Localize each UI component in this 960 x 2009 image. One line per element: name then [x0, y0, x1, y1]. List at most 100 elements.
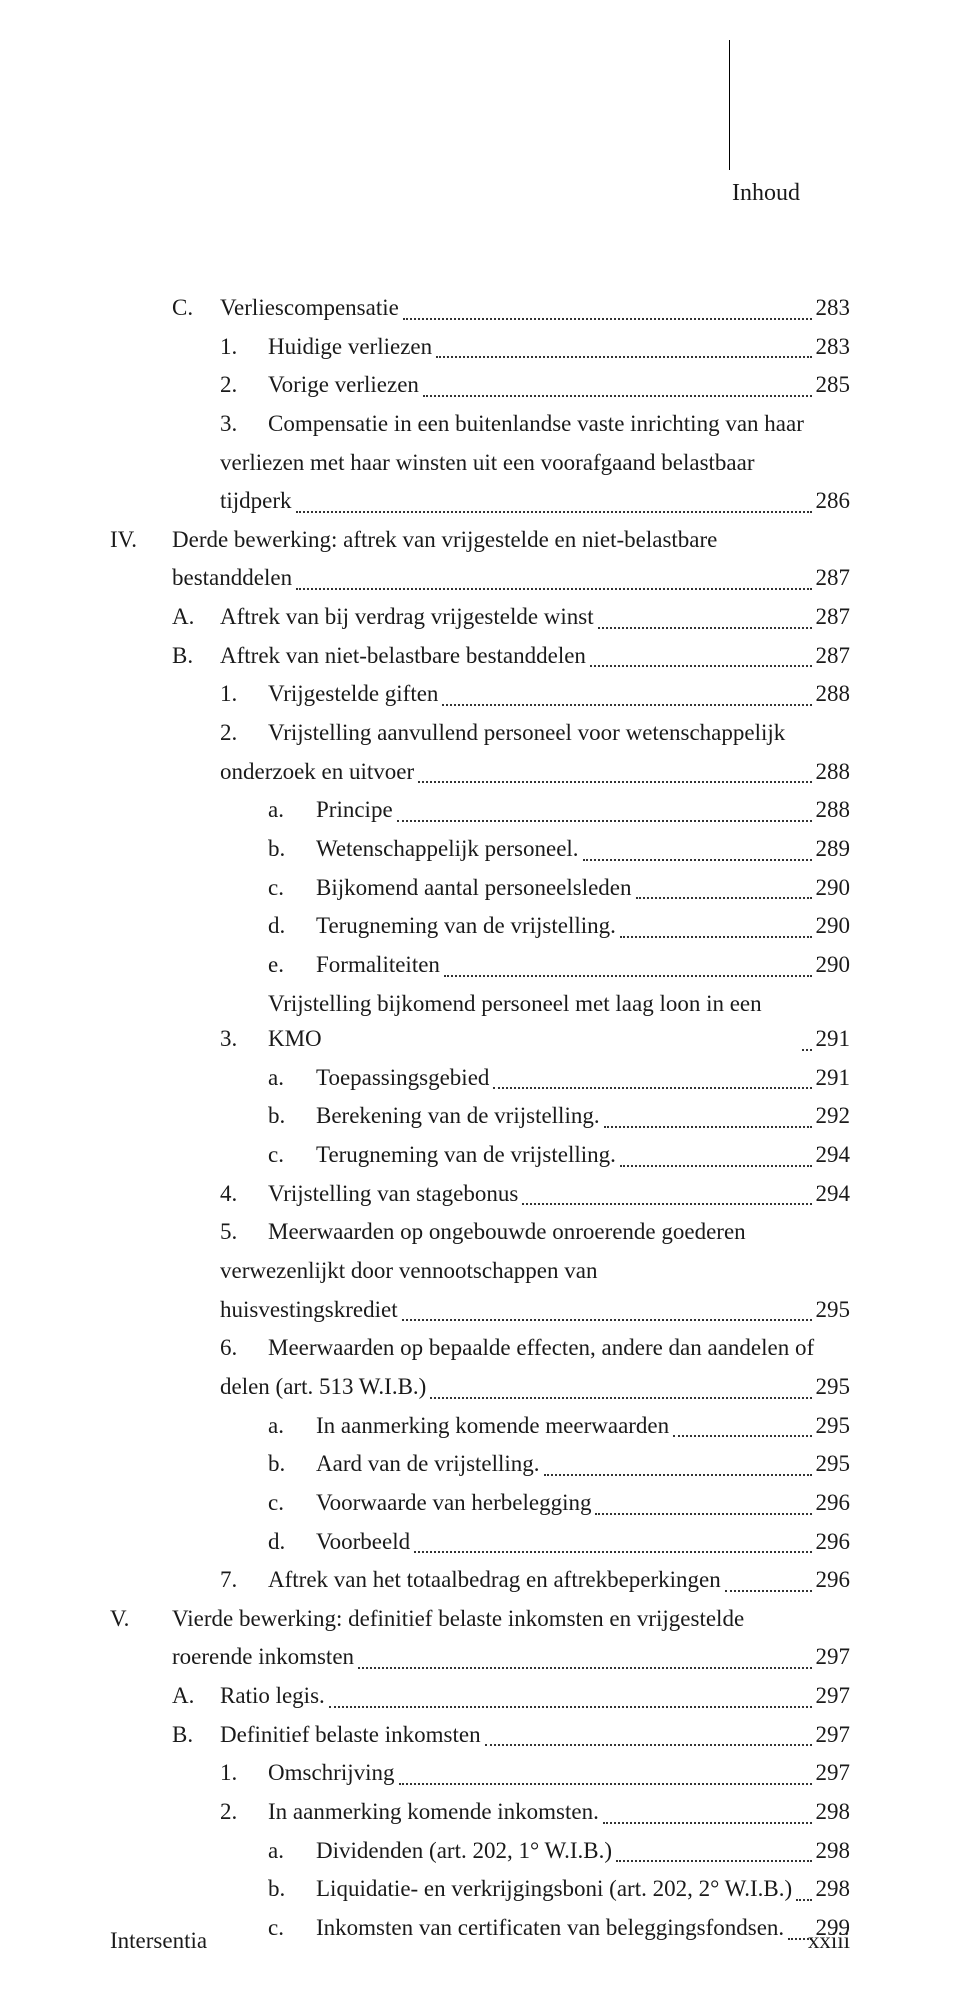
- toc-entry-text: Aftrek van niet-belastbare bestanddelen: [220, 638, 586, 674]
- toc-entry-page: 289: [816, 831, 851, 867]
- toc-entry-label: c.: [268, 870, 316, 906]
- running-head: Inhoud: [732, 180, 800, 207]
- toc-entry-text: Voorwaarde van herbelegging: [316, 1485, 591, 1521]
- toc-leader-dots: [485, 1723, 812, 1746]
- toc-entry: huisvestingskrediet295: [110, 1292, 850, 1328]
- toc-leader-dots: [423, 374, 812, 397]
- toc-entry-text: Toepassingsgebied: [316, 1060, 489, 1096]
- toc-entry: c.Terugneming van de vrijstelling.294: [110, 1137, 850, 1173]
- toc-entry-page: 287: [816, 599, 851, 635]
- toc-entry-text: roerende inkomsten: [172, 1639, 354, 1675]
- toc-entry-page: 290: [816, 870, 851, 906]
- toc-entry-label: A.: [172, 599, 220, 635]
- toc-entry-text: Ratio legis.: [220, 1678, 325, 1714]
- toc-entry: a.Toepassingsgebied291: [110, 1060, 850, 1096]
- toc-entry: b.Aard van de vrijstelling.295: [110, 1446, 850, 1482]
- toc-leader-dots: [802, 1028, 812, 1051]
- toc-entry: a.Dividenden (art. 202, 1° W.I.B.)298: [110, 1833, 850, 1869]
- footer: Intersentia xxiii: [110, 1928, 850, 1954]
- toc-entry-text: Vrijgestelde giften: [268, 676, 438, 712]
- toc-entry-page: 294: [816, 1176, 851, 1212]
- toc-entry-label: 2.: [220, 367, 268, 403]
- toc-entry: C.Verliescompensatie 283: [110, 290, 850, 326]
- toc-leader-dots: [522, 1182, 811, 1205]
- toc-leader-dots: [418, 760, 811, 783]
- toc-entry: verwezenlijkt door vennootschappen van: [110, 1253, 850, 1289]
- toc-leader-dots: [296, 567, 811, 590]
- toc-entry-text: Bijkomend aantal personeelsleden: [316, 870, 632, 906]
- toc-entry: 1.Vrijgestelde giften288: [110, 676, 850, 712]
- toc-entry: b.Liquidatie- en verkrijgingsboni (art. …: [110, 1871, 850, 1907]
- toc-entry-text: Vrijstelling bijkomend personeel met laa…: [268, 986, 798, 1057]
- toc-leader-dots: [403, 297, 812, 320]
- toc-entry-page: 295: [816, 1408, 851, 1444]
- toc-entry-text: Derde bewerking: aftrek van vrijgestelde…: [172, 522, 717, 558]
- toc-leader-dots: [402, 1298, 812, 1321]
- toc-leader-dots: [493, 1066, 811, 1089]
- toc-entry-text: Aard van de vrijstelling.: [316, 1446, 540, 1482]
- toc-entry: A.Ratio legis.297: [110, 1678, 850, 1714]
- toc-entry-label: 2.: [220, 715, 268, 751]
- table-of-contents: C.Verliescompensatie2831.Huidige verliez…: [110, 290, 850, 1946]
- toc-entry: B.Definitief belaste inkomsten297: [110, 1717, 850, 1753]
- toc-entry-text: Verliescompensatie: [220, 290, 399, 326]
- toc-entry-label: b.: [268, 1098, 316, 1134]
- toc-leader-dots: [620, 915, 812, 938]
- toc-entry: b.Wetenschappelijk personeel.289: [110, 831, 850, 867]
- toc-entry: c.Voorwaarde van herbelegging296: [110, 1485, 850, 1521]
- toc-entry-label: 7.: [220, 1562, 268, 1598]
- toc-entry-text: Vrijstelling van stagebonus: [268, 1176, 518, 1212]
- toc-leader-dots: [636, 876, 812, 899]
- toc-entry-page: 296: [816, 1485, 851, 1521]
- toc-leader-dots: [725, 1569, 812, 1592]
- toc-entry-text: Omschrijving: [268, 1755, 395, 1791]
- toc-entry: V.Vierde bewerking: definitief belaste i…: [110, 1601, 850, 1637]
- toc-entry-label: b.: [268, 1871, 316, 1907]
- toc-leader-dots: [603, 1801, 812, 1824]
- toc-leader-dots: [583, 838, 812, 861]
- toc-entry-text: Berekening van de vrijstelling.: [316, 1098, 600, 1134]
- toc-entry: delen (art. 513 W.I.B.)295: [110, 1369, 850, 1405]
- toc-entry-page: 287: [816, 560, 851, 596]
- toc-entry: 5.Meerwaarden op ongebouwde onroerende g…: [110, 1214, 850, 1250]
- toc-entry-page: 288: [816, 754, 851, 790]
- toc-entry-text: onderzoek en uitvoer: [220, 754, 414, 790]
- toc-entry-label: 1.: [220, 1755, 268, 1791]
- toc-entry-text: In aanmerking komende inkomsten.: [268, 1794, 599, 1830]
- toc-entry: 3.Vrijstelling bijkomend personeel met l…: [110, 986, 850, 1057]
- toc-leader-dots: [442, 683, 811, 706]
- toc-entry-page: 297: [816, 1755, 851, 1791]
- toc-entry: A.Aftrek van bij verdrag vrijgestelde wi…: [110, 599, 850, 635]
- toc-leader-dots: [590, 644, 812, 667]
- toc-entry: 4.Vrijstelling van stagebonus294: [110, 1176, 850, 1212]
- toc-entry-page: 298: [816, 1794, 851, 1830]
- toc-entry-label: C.: [172, 290, 220, 326]
- toc-entry: tijdperk286: [110, 483, 850, 519]
- toc-entry: b.Berekening van de vrijstelling.292: [110, 1098, 850, 1134]
- header-vertical-rule: [729, 40, 730, 170]
- toc-leader-dots: [604, 1105, 812, 1128]
- toc-leader-dots: [444, 954, 812, 977]
- toc-leader-dots: [595, 1492, 811, 1515]
- toc-entry-label: 2.: [220, 1794, 268, 1830]
- toc-entry-label: 6.: [220, 1330, 268, 1366]
- toc-entry: 2.Vrijstelling aanvullend personeel voor…: [110, 715, 850, 751]
- toc-entry-text: bestanddelen: [172, 560, 292, 596]
- toc-entry: a.In aanmerking komende meerwaarden295: [110, 1408, 850, 1444]
- footer-page-number: xxiii: [808, 1928, 850, 1954]
- toc-entry-text: Vorige verliezen: [268, 367, 419, 403]
- toc-leader-dots: [436, 335, 811, 358]
- toc-leader-dots: [544, 1453, 812, 1476]
- toc-entry-page: 283: [816, 290, 851, 326]
- toc-entry: onderzoek en uitvoer 288: [110, 754, 850, 790]
- toc-entry-label: b.: [268, 831, 316, 867]
- toc-entry-text: Meerwaarden op bepaalde effecten, andere…: [268, 1330, 814, 1366]
- toc-entry-label: a.: [268, 1060, 316, 1096]
- toc-entry-page: 294: [816, 1137, 851, 1173]
- toc-entry-text: Formaliteiten: [316, 947, 440, 983]
- toc-entry-page: 295: [816, 1369, 851, 1405]
- toc-entry: a.Principe288: [110, 792, 850, 828]
- toc-entry-page: 288: [816, 792, 851, 828]
- toc-entry-page: 296: [816, 1524, 851, 1560]
- header-rule-container: Inhoud: [110, 80, 850, 220]
